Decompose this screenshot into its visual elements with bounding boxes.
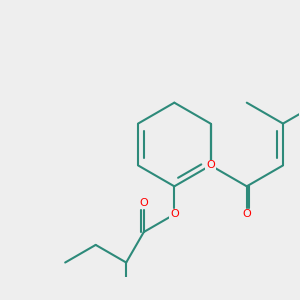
Text: O: O (206, 160, 215, 170)
Text: O: O (242, 209, 251, 219)
Text: O: O (170, 209, 179, 219)
Text: O: O (140, 198, 148, 208)
